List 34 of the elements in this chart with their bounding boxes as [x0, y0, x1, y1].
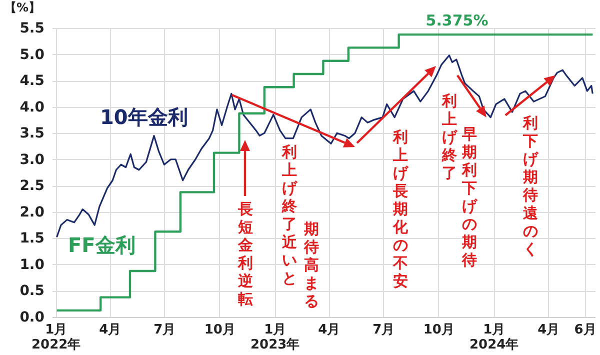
text: 利上げ長期化の不安: [393, 128, 408, 290]
series-label: FF金利: [68, 232, 136, 259]
x-tick-label: 7月: [154, 322, 176, 338]
x-tick-label: 10月: [204, 322, 236, 338]
y-tick-label: 2.0: [20, 204, 45, 220]
x-tick-label: 1月 2022年: [32, 322, 81, 352]
y-tick-label: 3.0: [20, 152, 45, 168]
y-tick-label: 0.0: [20, 310, 45, 326]
y-tick-label: 5.0: [20, 46, 45, 63]
x-tick-label: 6月: [574, 322, 596, 338]
x-tick-label: 7月: [372, 322, 395, 338]
y-tick-label: 5.5: [20, 20, 44, 36]
annotation: 利下げ期待遠のく: [522, 114, 539, 258]
x-tick-label: 4月: [318, 322, 340, 338]
x-tick-label: 4月: [99, 322, 122, 338]
y-tick-label: 3.5: [20, 126, 44, 142]
y-tick-label: 4.0: [20, 99, 45, 116]
x-tick-label: 4月: [538, 322, 560, 338]
x-tick-label: 1月 2023年: [250, 322, 300, 352]
x-tick-label: 1月 2024年: [470, 322, 519, 352]
annotation: 期待高まる: [303, 220, 320, 310]
y-tick-label: 4.5: [20, 73, 44, 90]
y-axis-title: 【%】: [4, 0, 41, 14]
y-tick-label: 1.0: [20, 256, 45, 273]
annotation: 利上げ終了: [441, 92, 458, 182]
y-tick-label: 0.5: [20, 283, 44, 300]
y-tick-label: 2.5: [20, 178, 44, 194]
annotation: 長短金利逆転: [237, 200, 254, 308]
series-label: 10年金利: [100, 104, 188, 131]
x-tick-label: 10月: [423, 322, 454, 338]
annotation: 早期利下げの期待: [461, 125, 478, 269]
annotation: 利上げ終了近いと: [281, 143, 298, 287]
annotation: 5.375%: [426, 12, 488, 30]
y-tick-label: 1.5: [20, 230, 44, 247]
